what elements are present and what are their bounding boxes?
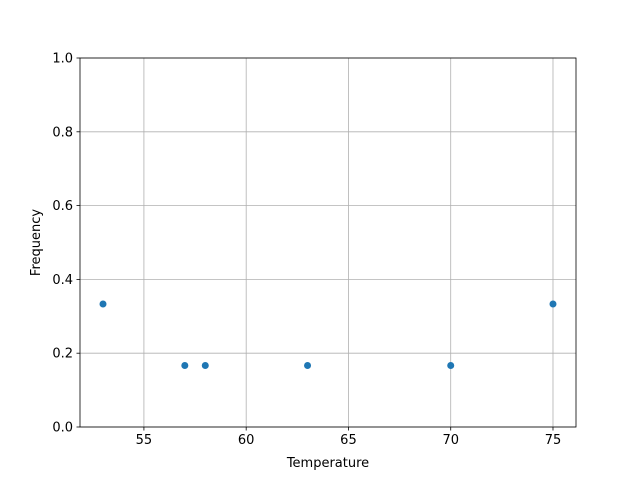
data-point [549, 300, 557, 308]
data-point [447, 361, 455, 369]
x-tick-label: 65 [340, 433, 357, 448]
y-axis-label: Frequency [29, 209, 44, 276]
x-tick-label: 60 [238, 433, 255, 448]
data-points [99, 300, 557, 369]
y-tick-label: 1.0 [52, 52, 73, 67]
data-point [99, 300, 107, 308]
grid [80, 57, 576, 428]
y-tick-label: 0.6 [52, 199, 73, 214]
plot-frame [79, 57, 577, 428]
data-point [201, 361, 209, 369]
x-tick-label: 55 [136, 433, 153, 448]
data-point [181, 361, 189, 369]
data-point [304, 361, 312, 369]
ticks: 55 60 65 70 75 0.0 0.2 0.4 0.6 0.8 1.0 [52, 52, 561, 449]
y-tick-label: 0.8 [52, 125, 73, 140]
x-tick-label: 70 [442, 433, 459, 448]
y-tick-label: 0.4 [52, 273, 73, 288]
y-tick-label: 0.0 [52, 421, 73, 436]
x-tick-label: 75 [545, 433, 562, 448]
x-axis-label: Temperature [286, 456, 369, 471]
y-tick-label: 0.2 [52, 347, 73, 362]
